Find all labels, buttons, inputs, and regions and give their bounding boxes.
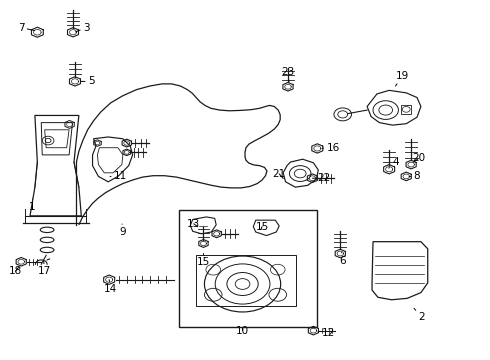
Text: 3: 3 <box>75 23 90 33</box>
Text: 1: 1 <box>29 199 36 212</box>
Text: 20: 20 <box>412 153 425 163</box>
Text: 5: 5 <box>81 76 95 86</box>
Text: 15: 15 <box>255 222 269 231</box>
Text: 21: 21 <box>272 169 286 179</box>
Text: 12: 12 <box>318 328 335 338</box>
Text: 10: 10 <box>236 325 249 336</box>
Text: 19: 19 <box>395 71 409 86</box>
Bar <box>179 211 318 327</box>
Text: 22: 22 <box>313 173 331 183</box>
Text: 6: 6 <box>340 252 346 266</box>
Text: 9: 9 <box>120 224 126 237</box>
Text: 2: 2 <box>414 308 425 322</box>
Text: 14: 14 <box>104 280 117 294</box>
Text: 11: 11 <box>110 171 127 181</box>
Text: 23: 23 <box>281 67 294 81</box>
Text: 16: 16 <box>322 143 340 153</box>
Text: 18: 18 <box>9 266 22 276</box>
Text: 8: 8 <box>409 171 420 181</box>
Text: 17: 17 <box>38 261 51 276</box>
Text: 4: 4 <box>389 157 399 168</box>
Text: 15: 15 <box>197 253 210 267</box>
Text: 13: 13 <box>187 219 200 229</box>
Text: 7: 7 <box>18 23 35 33</box>
